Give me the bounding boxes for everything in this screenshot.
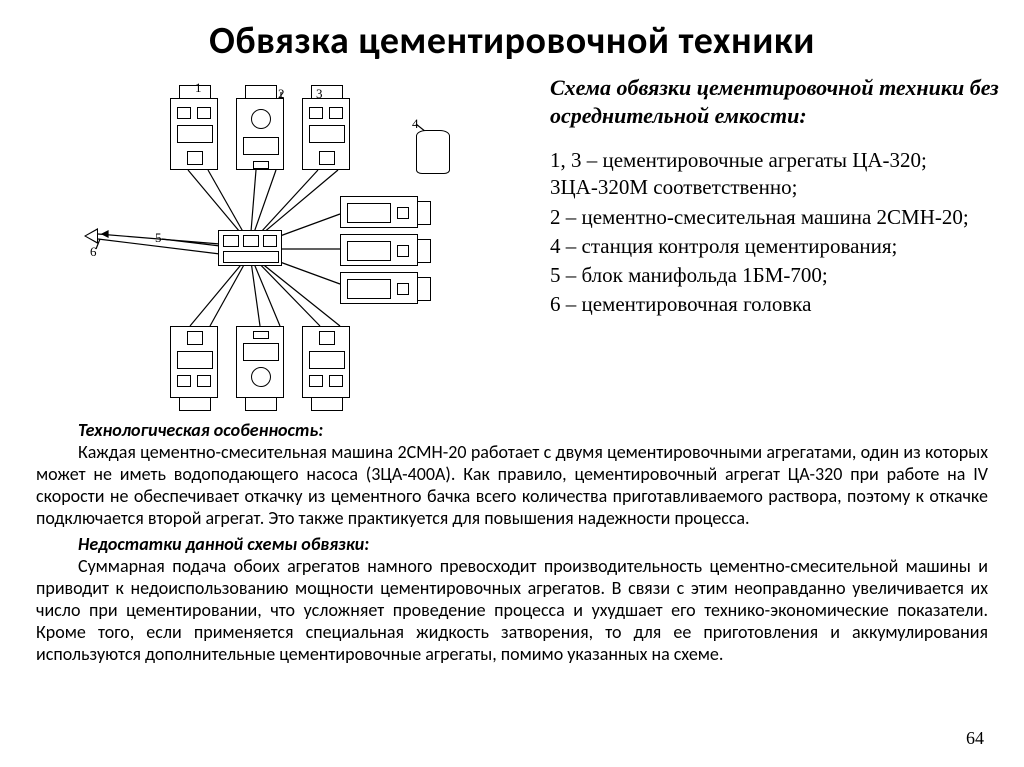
truck-top-3	[302, 98, 350, 170]
truck-right-3	[340, 272, 418, 304]
upper-content: 1 2 3 4 5 6 Схема обвязки цементировочно…	[0, 64, 1024, 404]
truck-right-2	[340, 234, 418, 266]
legend-item: 2 – цементно-смесительная машина 2СМН-20…	[550, 204, 1004, 231]
subheading-1: Технологическая особенность:	[36, 420, 988, 442]
manifold-5	[218, 230, 282, 266]
paragraph-1: Каждая цементно-смесительная машина 2СМН…	[36, 442, 988, 530]
diagram-label-3: 3	[316, 86, 323, 102]
diagram-label-1: 1	[195, 80, 202, 96]
page-title: Обвязка цементировочной техники	[0, 0, 1024, 64]
page-number: 64	[966, 728, 984, 749]
diagram-label-6: 6	[90, 244, 97, 260]
truck-bottom-2	[236, 326, 284, 398]
truck-top-1	[170, 98, 218, 170]
subheading-2: Недостатки данной схемы обвязки:	[36, 534, 988, 556]
paragraph-2: Суммарная подача обоих агрегатов намного…	[36, 556, 988, 666]
legend-title: Схема обвязки цементировочной техники бе…	[550, 74, 1004, 129]
body-text: Технологическая особенность: Каждая цеме…	[0, 404, 1024, 665]
truck-right-1	[340, 196, 418, 228]
legend-item: 1, 3 – цементировочные агрегаты ЦА-320; …	[550, 147, 1004, 202]
truck-top-2	[236, 98, 284, 170]
truck-bottom-3	[302, 326, 350, 398]
legend: Схема обвязки цементировочной техники бе…	[540, 74, 1004, 404]
diagram-label-4: 4	[412, 116, 419, 132]
legend-item: 5 – блок манифольда 1БМ-700;	[550, 262, 1004, 289]
diagram-label-2: 2	[278, 86, 285, 102]
diagram-label-5: 5	[155, 230, 162, 246]
legend-item: 6 – цементировочная головка	[550, 291, 1004, 318]
station-4	[416, 130, 450, 174]
legend-item: 4 – станция контроля цементирования;	[550, 233, 1004, 260]
diagram: 1 2 3 4 5 6	[20, 74, 540, 404]
truck-bottom-1	[170, 326, 218, 398]
